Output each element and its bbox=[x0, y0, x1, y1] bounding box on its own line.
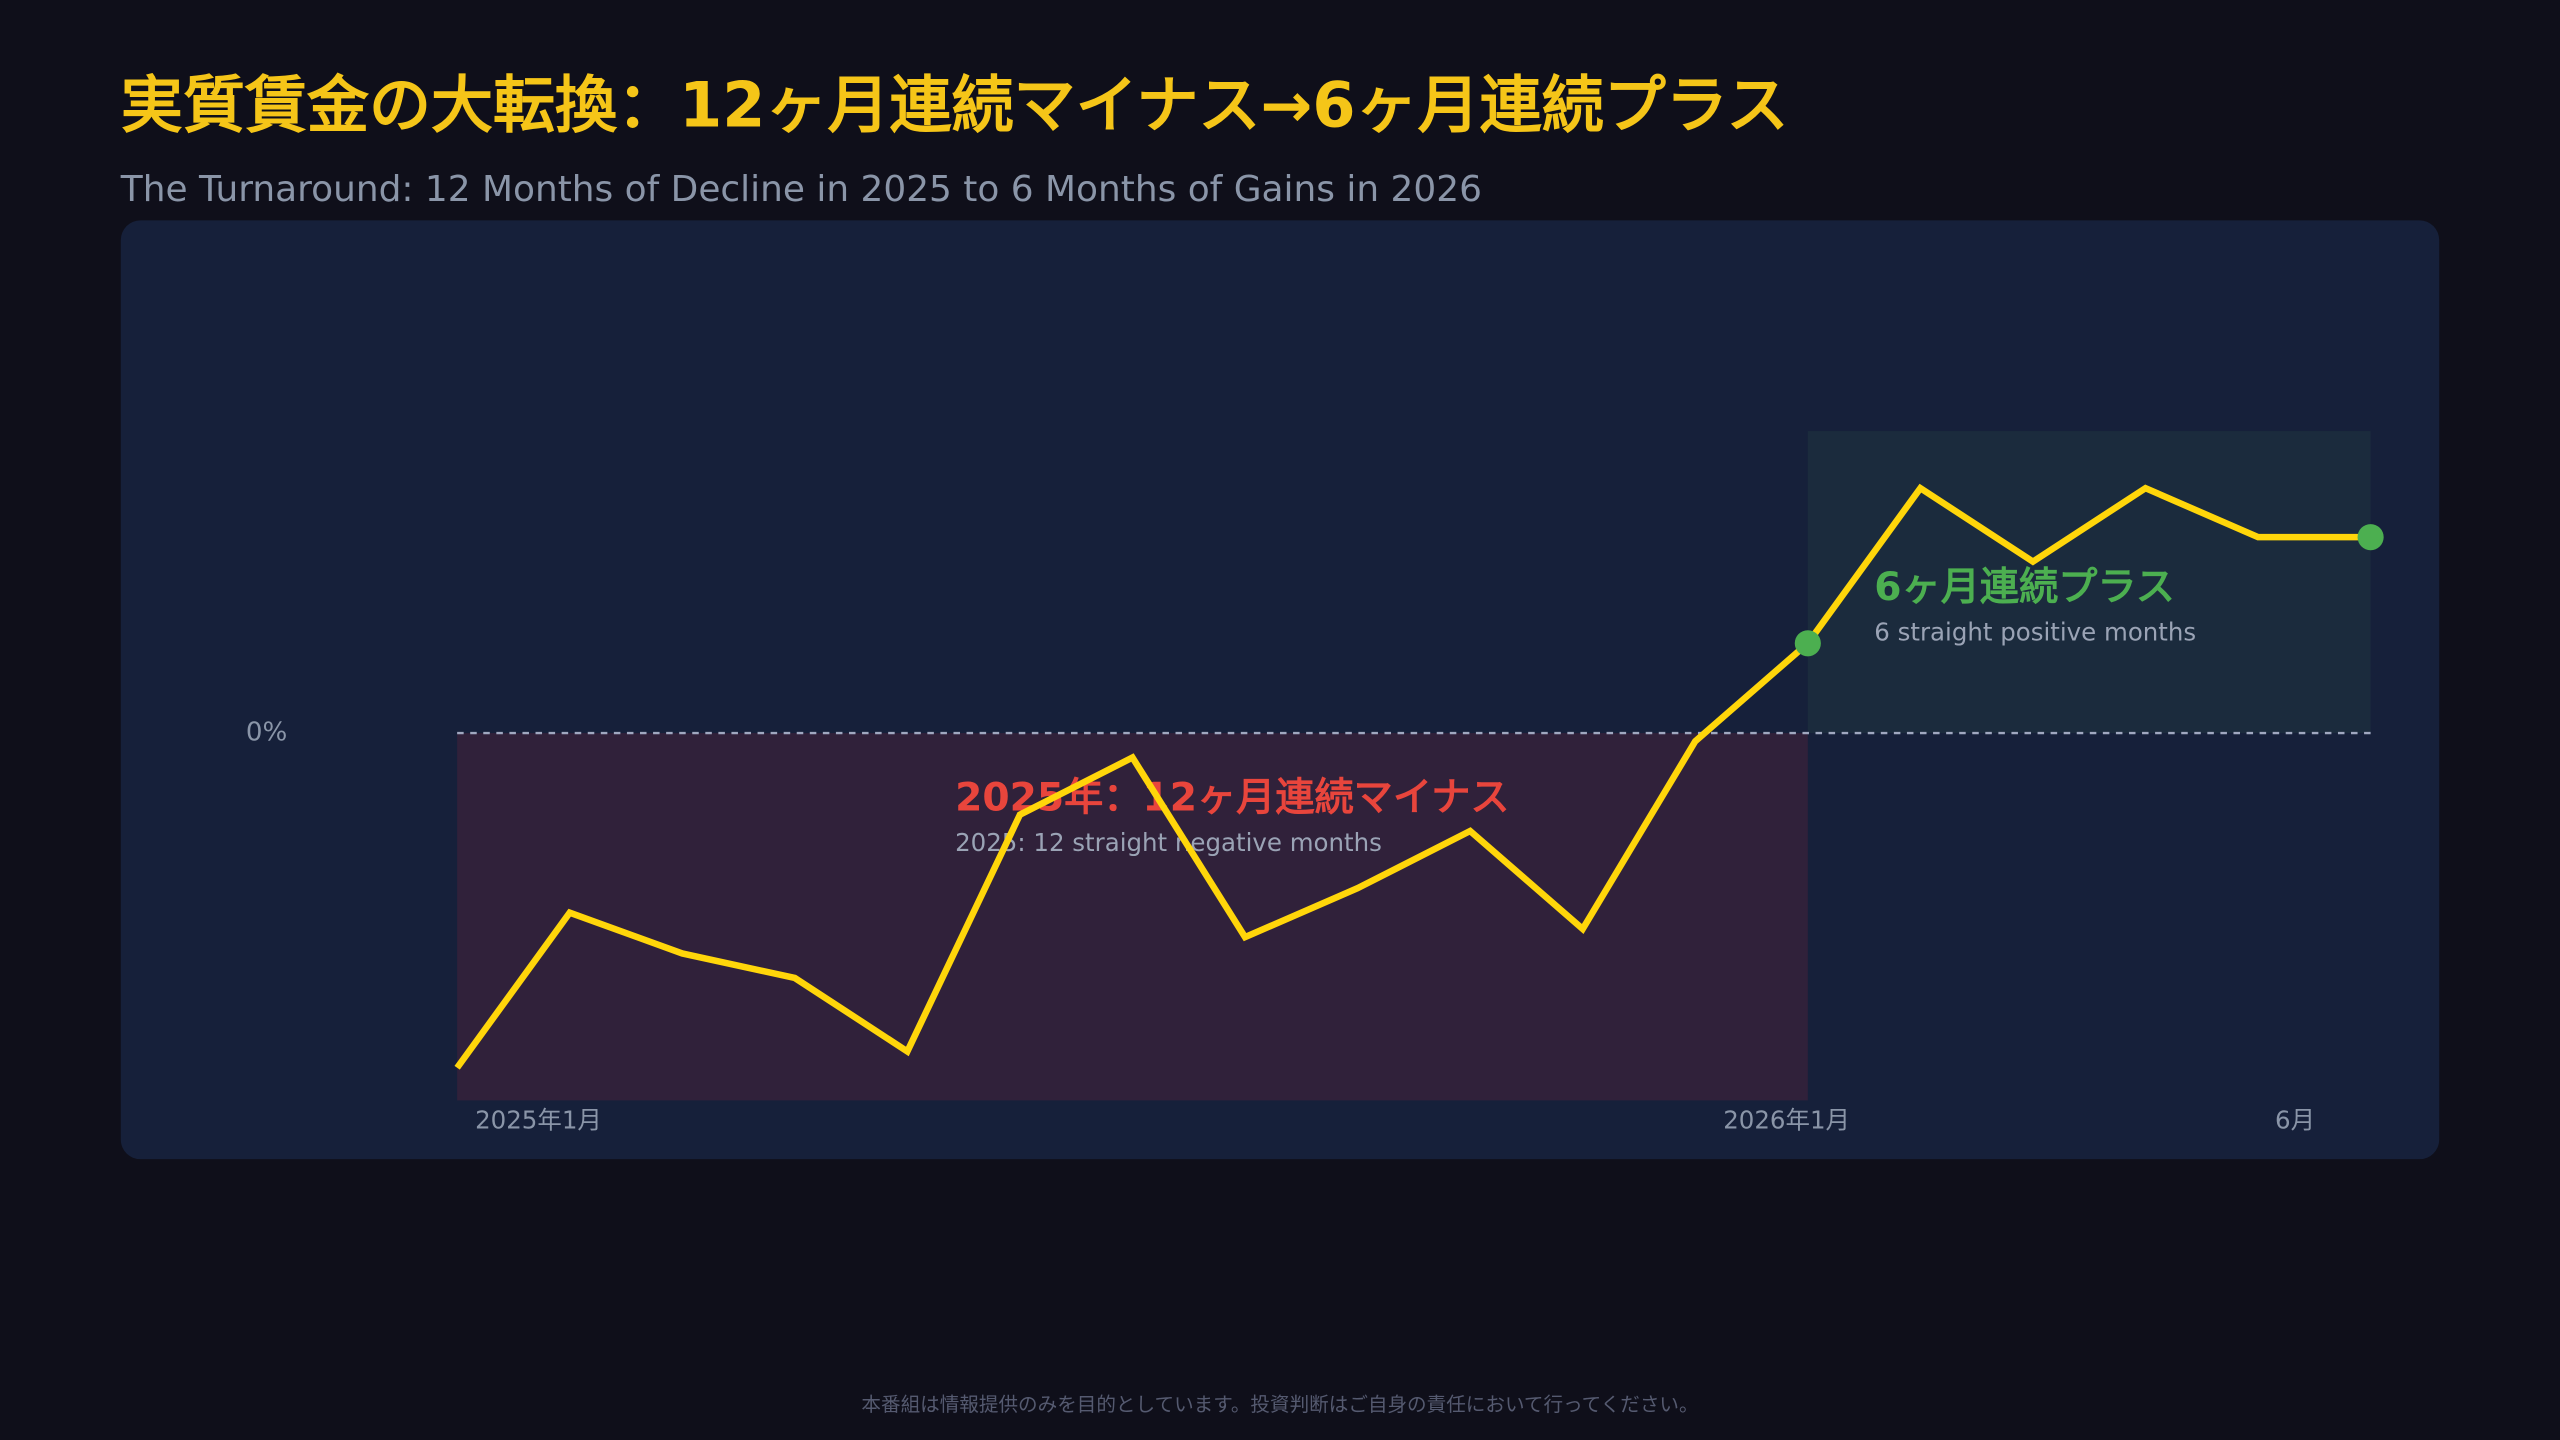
chart-card bbox=[120, 220, 2440, 1160]
annotation-text: 6 straight positive months bbox=[1874, 617, 2196, 646]
y-tick-label: 0% bbox=[246, 718, 287, 748]
negative-region bbox=[457, 733, 1808, 1101]
positive-region bbox=[1807, 431, 2371, 734]
chart-subtitle: The Turnaround: 12 Months of Decline in … bbox=[120, 169, 1482, 210]
annotation-title: 6ヶ月連続プラス bbox=[1874, 565, 2175, 610]
highlight-point bbox=[2357, 524, 2384, 551]
x-tick-label: 2026年1月 bbox=[1723, 1106, 1850, 1135]
x-tick-label: 6月 bbox=[2275, 1106, 2315, 1135]
footer: 本番組は情報提供のみを目的としています。投資判断はご自身の責任において行ってくだ… bbox=[861, 1393, 1698, 1416]
chart-title: 実質賃金の大転換：12ヶ月連続マイナス→6ヶ月連続プラス bbox=[121, 68, 1789, 141]
data-line bbox=[454, 483, 2371, 1070]
annotation-title: 2025年：12ヶ月連続マイナス bbox=[955, 775, 1509, 820]
annotation-text: 2025: 12 straight negative months bbox=[955, 828, 1382, 857]
highlight-point bbox=[1794, 630, 1821, 657]
x-tick-label: 2025年1月 bbox=[475, 1106, 602, 1135]
